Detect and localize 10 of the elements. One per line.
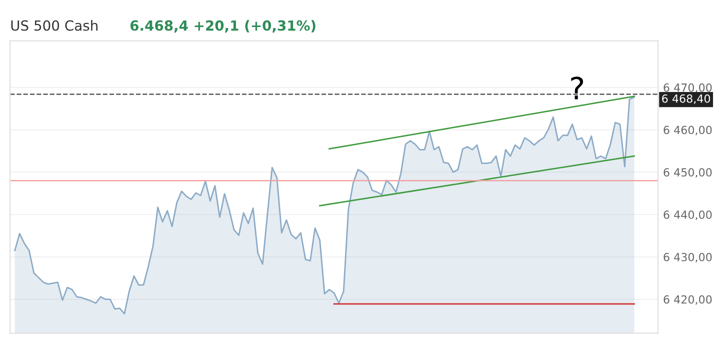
y-tick-label: 6 460,00 — [664, 126, 712, 136]
y-tick-label: 6 420,00 — [664, 295, 712, 305]
ref-line-label: 6 468,40 — [662, 94, 710, 104]
chart-subtitle: 6.468,4 +20,1 (+0,31%) — [130, 20, 316, 33]
y-tick-label: 6 440,00 — [664, 210, 712, 220]
annotation: ? — [571, 76, 584, 100]
y-tick-label: 6 430,00 — [664, 252, 712, 262]
y-tick-label: 6 470,00 — [664, 83, 712, 93]
y-tick-label: 6 450,00 — [664, 168, 712, 178]
chart-title: US 500 Cash — [11, 20, 98, 31]
